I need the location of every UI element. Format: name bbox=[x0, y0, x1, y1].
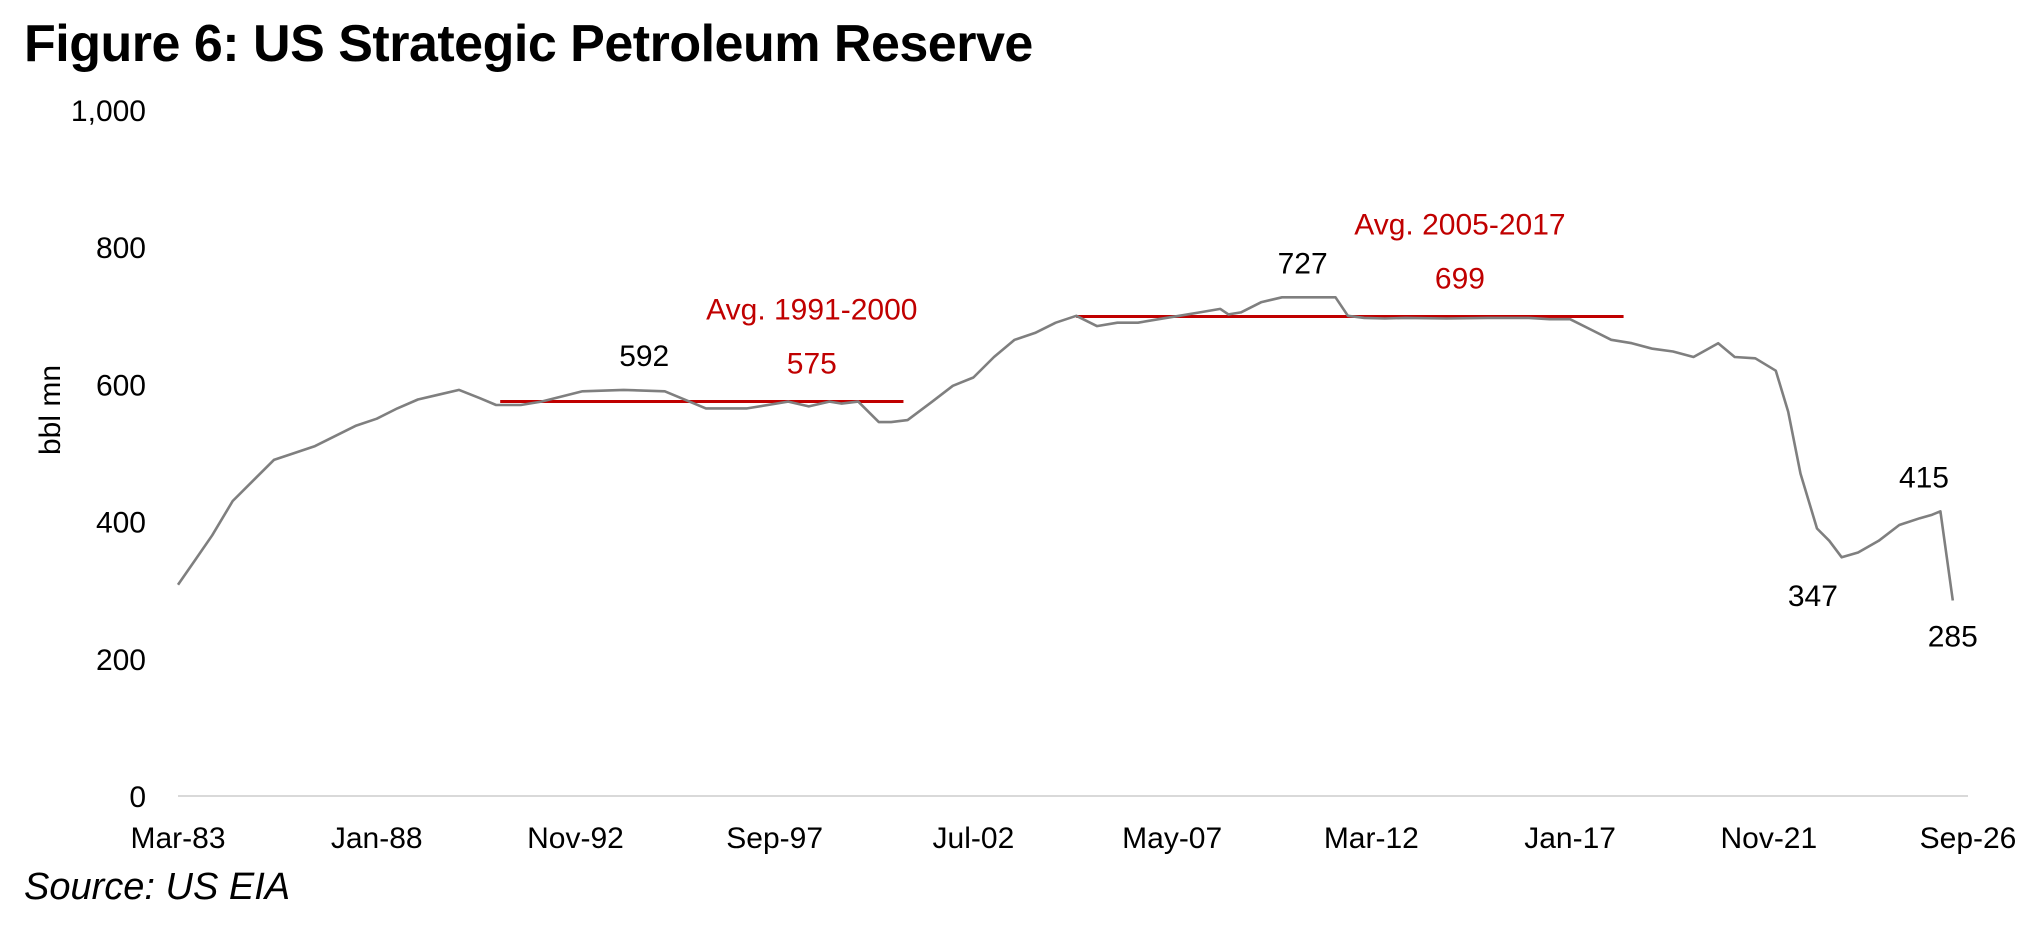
data-label: 592 bbox=[619, 340, 669, 373]
x-tick-label: Nov-92 bbox=[527, 822, 624, 855]
series-group bbox=[176, 295, 1955, 601]
data-label: 727 bbox=[1278, 247, 1328, 280]
petroleum-reserve-chart: 0 200 400 600 800 1,000 Mar-83 Jan-88 Nov-92 Sep… bbox=[34, 95, 2017, 855]
x-tick-label: May-07 bbox=[1122, 822, 1222, 855]
x-tick-label: Nov-21 bbox=[1720, 822, 1817, 855]
data-label: 415 bbox=[1899, 461, 1949, 494]
x-tick-label: Sep-97 bbox=[726, 822, 823, 855]
series-line bbox=[176, 295, 1955, 601]
y-tick-label: 400 bbox=[96, 507, 146, 540]
chart-title: Figure 6: US Strategic Petroleum Reserve bbox=[24, 15, 1033, 73]
y-axis: 0 200 400 600 800 1,000 bbox=[71, 95, 146, 814]
average-value-label: 699 bbox=[1435, 262, 1485, 295]
average-value-label: 575 bbox=[787, 348, 837, 381]
average-label: Avg. 2005-2017 bbox=[1354, 208, 1565, 241]
x-tick-label: Sep-26 bbox=[1920, 822, 2017, 855]
y-axis-label: bbl mn bbox=[34, 365, 67, 455]
x-tick-label: Jan-17 bbox=[1524, 822, 1616, 855]
source-note: Source: US EIA bbox=[24, 866, 291, 908]
x-tick-label: Jan-88 bbox=[331, 822, 423, 855]
data-label: 347 bbox=[1788, 580, 1838, 613]
x-tick-label: Mar-12 bbox=[1324, 822, 1419, 855]
y-tick-label: 1,000 bbox=[71, 95, 146, 128]
average-label: Avg. 1991-2000 bbox=[706, 294, 917, 327]
x-axis: Mar-83 Jan-88 Nov-92 Sep-97 Jul-02 May-07 Mar-… bbox=[130, 795, 2017, 855]
y-tick-label: 0 bbox=[129, 781, 146, 814]
y-tick-label: 600 bbox=[96, 369, 146, 402]
y-tick-label: 200 bbox=[96, 644, 146, 677]
y-tick-label: 800 bbox=[96, 232, 146, 265]
annotations: 592 727 347 415 285 bbox=[619, 247, 1978, 653]
x-tick-label: Jul-02 bbox=[933, 822, 1015, 855]
data-label: 285 bbox=[1928, 620, 1978, 653]
x-tick-label: Mar-83 bbox=[130, 822, 225, 855]
